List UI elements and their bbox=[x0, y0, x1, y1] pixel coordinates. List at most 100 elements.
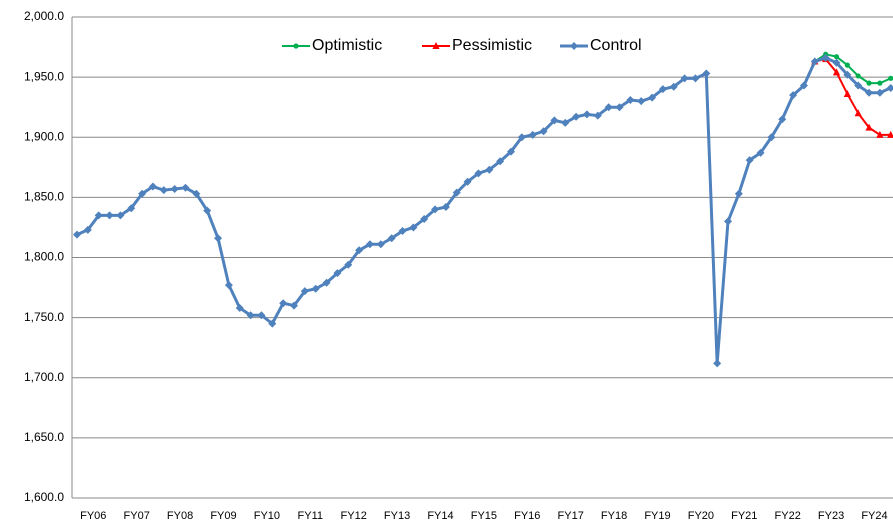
marker bbox=[224, 281, 233, 290]
marker bbox=[866, 80, 872, 86]
marker bbox=[854, 81, 863, 90]
marker bbox=[843, 89, 851, 97]
marker bbox=[550, 116, 559, 125]
marker bbox=[572, 112, 581, 121]
marker bbox=[887, 130, 893, 138]
x-tick-label: FY08 bbox=[167, 510, 193, 522]
marker bbox=[821, 53, 830, 62]
marker bbox=[832, 68, 841, 76]
marker bbox=[865, 123, 873, 131]
marker bbox=[604, 103, 613, 112]
marker bbox=[235, 304, 244, 313]
marker bbox=[474, 169, 483, 178]
marker bbox=[290, 301, 298, 310]
marker bbox=[561, 118, 570, 127]
marker bbox=[844, 62, 850, 68]
y-tick-label: 1,650.0 bbox=[24, 430, 64, 444]
y-tick-label: 2,000.0 bbox=[24, 9, 64, 23]
marker bbox=[669, 82, 678, 91]
marker bbox=[615, 103, 624, 112]
marker bbox=[810, 57, 819, 66]
marker bbox=[214, 234, 223, 243]
series-line bbox=[76, 56, 892, 364]
marker bbox=[311, 284, 320, 293]
marker bbox=[875, 88, 884, 97]
legend-label: Control bbox=[590, 37, 642, 54]
x-tick-label: FY13 bbox=[384, 510, 410, 522]
x-tick-label: FY15 bbox=[471, 510, 497, 522]
marker bbox=[680, 74, 689, 83]
legend-label: Optimistic bbox=[312, 37, 382, 54]
x-tick-label: FY11 bbox=[298, 510, 323, 522]
y-tick-label: 1,750.0 bbox=[24, 310, 64, 324]
marker bbox=[105, 211, 114, 220]
marker bbox=[441, 202, 450, 211]
marker bbox=[593, 111, 602, 120]
marker bbox=[398, 227, 407, 236]
marker bbox=[507, 147, 515, 156]
y-tick-label: 1,700.0 bbox=[24, 370, 64, 384]
legend-label: Pessimistic bbox=[452, 37, 532, 54]
y-tick-label: 1,900.0 bbox=[24, 129, 64, 143]
marker bbox=[246, 311, 255, 320]
marker bbox=[888, 75, 893, 81]
marker bbox=[734, 189, 743, 198]
marker bbox=[582, 110, 591, 119]
x-tick-label: FY09 bbox=[210, 510, 236, 522]
x-tick-label: FY20 bbox=[688, 510, 714, 522]
y-tick-label: 1,800.0 bbox=[24, 250, 64, 264]
marker bbox=[876, 130, 884, 138]
marker bbox=[268, 319, 277, 328]
marker bbox=[365, 240, 374, 249]
marker bbox=[116, 211, 125, 220]
x-tick-label: FY18 bbox=[601, 510, 627, 522]
marker bbox=[409, 223, 418, 232]
x-tick-label: FY19 bbox=[644, 510, 670, 522]
marker bbox=[485, 165, 494, 174]
marker bbox=[127, 204, 136, 213]
marker bbox=[94, 211, 103, 220]
marker bbox=[170, 184, 179, 193]
marker bbox=[300, 287, 309, 296]
x-tick-label: FY07 bbox=[124, 510, 150, 522]
marker bbox=[322, 278, 331, 287]
marker bbox=[138, 189, 147, 198]
marker bbox=[713, 359, 722, 368]
marker bbox=[257, 311, 266, 320]
marker bbox=[344, 260, 353, 269]
marker bbox=[192, 189, 201, 198]
marker bbox=[648, 93, 657, 102]
marker bbox=[387, 234, 396, 243]
marker bbox=[658, 85, 667, 94]
marker bbox=[181, 183, 190, 192]
y-tick-label: 1,600.0 bbox=[24, 490, 64, 504]
marker bbox=[702, 69, 711, 78]
marker bbox=[799, 81, 808, 90]
marker bbox=[463, 177, 472, 186]
marker bbox=[528, 130, 537, 139]
marker bbox=[355, 246, 364, 255]
x-tick-label: FY12 bbox=[341, 510, 367, 522]
marker bbox=[724, 217, 732, 226]
x-tick-label: FY23 bbox=[818, 510, 844, 522]
marker bbox=[855, 73, 861, 79]
x-tick-label: FY21 bbox=[731, 510, 757, 522]
legend-marker bbox=[570, 42, 578, 50]
x-tick-label: FY14 bbox=[427, 510, 453, 522]
x-tick-label: FY06 bbox=[80, 510, 106, 522]
marker bbox=[517, 133, 526, 142]
x-tick-label: FY10 bbox=[254, 510, 280, 522]
marker bbox=[865, 88, 874, 97]
marker bbox=[333, 269, 342, 278]
marker bbox=[203, 206, 212, 215]
marker bbox=[832, 58, 841, 67]
marker bbox=[431, 205, 440, 214]
y-tick-label: 1,850.0 bbox=[24, 190, 64, 204]
marker bbox=[843, 70, 852, 79]
marker bbox=[637, 97, 646, 106]
marker bbox=[626, 95, 635, 104]
marker bbox=[745, 156, 754, 165]
marker bbox=[73, 230, 81, 239]
marker bbox=[159, 186, 168, 195]
marker bbox=[420, 215, 429, 224]
